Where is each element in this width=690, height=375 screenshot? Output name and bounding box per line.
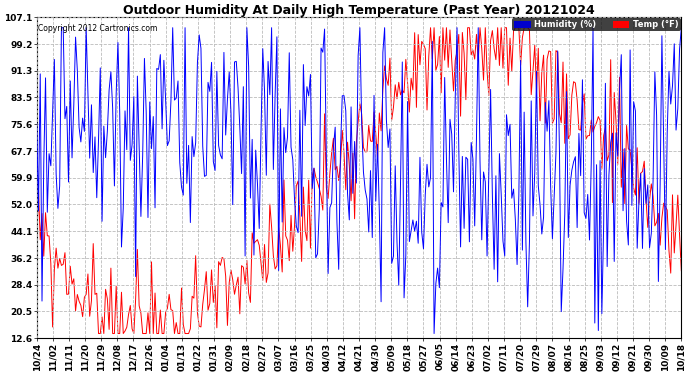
Legend: Humidity (%), Temp (°F): Humidity (%), Temp (°F) [512, 18, 680, 31]
Text: Copyright 2012 Cartronics.com: Copyright 2012 Cartronics.com [38, 24, 157, 33]
Title: Outdoor Humidity At Daily High Temperature (Past Year) 20121024: Outdoor Humidity At Daily High Temperatu… [123, 4, 595, 17]
